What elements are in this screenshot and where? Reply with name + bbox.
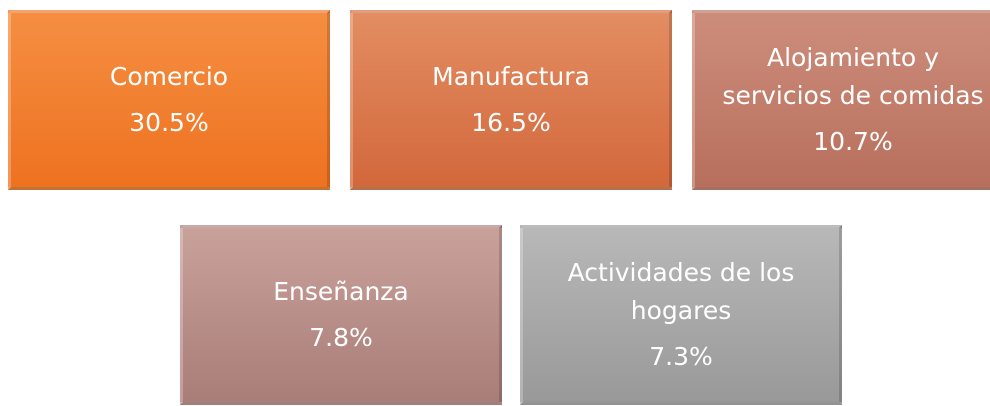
box-label: Alojamiento y <box>767 43 939 72</box>
box-label: Manufactura <box>432 62 590 91</box>
box-value: 16.5% <box>471 108 551 137</box>
box-label: Comercio <box>109 62 229 91</box>
box: Alojamiento y servicios de comidas 10.7% <box>692 10 990 190</box>
box-value: 30.5% <box>129 108 209 137</box>
box-label: Enseñanza <box>273 277 409 306</box>
box-value: 7.8% <box>309 323 373 352</box>
box: Enseñanza 7.8% <box>180 225 502 405</box>
box-value: 7.3% <box>649 342 713 371</box>
box-label: Actividades de los <box>567 258 795 287</box>
box: Actividades de los hogares 7.3% <box>520 225 842 405</box>
box: Comercio 30.5% <box>8 10 330 190</box>
box-value: 10.7% <box>813 127 893 156</box>
box: Manufactura 16.5% <box>350 10 672 190</box>
box-label: hogares <box>630 296 732 325</box>
box-label: servicios de comidas <box>722 81 984 110</box>
